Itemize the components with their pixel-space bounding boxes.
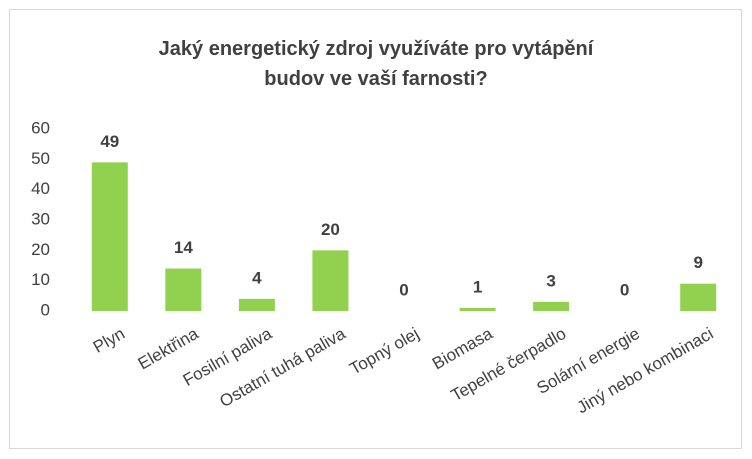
value-label: 1	[473, 277, 482, 296]
y-tick-label: 50	[31, 149, 50, 168]
x-tick-label: Topný olej	[346, 324, 422, 379]
bar	[238, 298, 275, 311]
y-tick-label: 10	[31, 270, 50, 289]
value-label: 4	[252, 268, 262, 287]
chart-title: Jaký energetický zdroj využíváte pro vyt…	[158, 38, 594, 90]
x-tick-label: Jiný nebo kombinaci	[574, 324, 717, 417]
value-label: 3	[546, 271, 555, 290]
x-tick-label: Plyn	[90, 324, 128, 357]
value-label: 20	[321, 220, 340, 239]
x-tick-label: Ostatní tuhá paliva	[216, 324, 349, 412]
value-label: 0	[399, 280, 408, 299]
y-tick-label: 40	[31, 179, 50, 198]
y-tick-label: 60	[31, 118, 50, 137]
bar	[91, 162, 128, 311]
bar	[459, 307, 496, 311]
y-tick-label: 30	[31, 209, 50, 228]
bar	[312, 250, 349, 311]
y-tick-label: 20	[31, 240, 50, 259]
value-label: 14	[174, 238, 193, 257]
bar	[165, 268, 202, 311]
value-label: 9	[693, 253, 702, 272]
y-tick-label: 0	[41, 300, 50, 319]
value-label: 0	[620, 280, 629, 299]
bar	[680, 283, 717, 311]
value-label: 49	[100, 132, 119, 151]
chart-border	[9, 9, 742, 449]
bar	[533, 301, 570, 311]
